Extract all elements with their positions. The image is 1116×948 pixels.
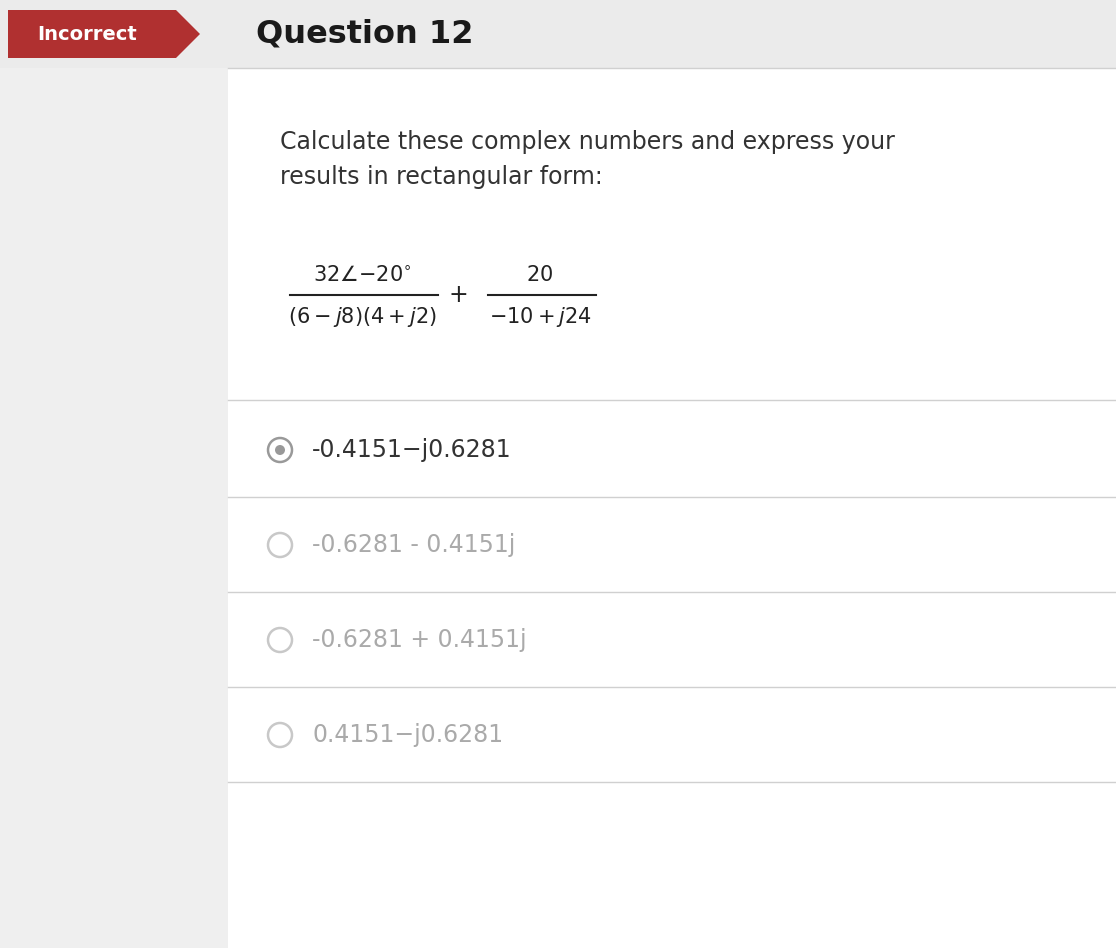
Text: results in rectangular form:: results in rectangular form: [280, 165, 603, 189]
Bar [228, 0, 1116, 948]
Text: 0.4151−j0.6281: 0.4151−j0.6281 [312, 723, 503, 747]
Text: $20$: $20$ [527, 265, 554, 285]
Text: $+$: $+$ [449, 283, 468, 307]
Polygon shape [8, 10, 200, 58]
Text: $-10+j24$: $-10+j24$ [489, 305, 591, 329]
Circle shape [275, 445, 285, 455]
Bar [0, 0, 228, 948]
Text: -0.6281 + 0.4151j: -0.6281 + 0.4151j [312, 628, 527, 652]
Text: Calculate these complex numbers and express your: Calculate these complex numbers and expr… [280, 130, 895, 154]
Bar [0, 0, 1116, 68]
Text: Incorrect: Incorrect [37, 25, 137, 44]
Text: -0.4151−j0.6281: -0.4151−j0.6281 [312, 438, 511, 462]
Text: -0.6281 - 0.4151j: -0.6281 - 0.4151j [312, 533, 516, 557]
Text: $(6-j8)(4+j2)$: $(6-j8)(4+j2)$ [288, 305, 436, 329]
Text: $32\angle{-20^{\circ}}$: $32\angle{-20^{\circ}}$ [312, 265, 411, 285]
Text: Question 12: Question 12 [256, 19, 473, 49]
